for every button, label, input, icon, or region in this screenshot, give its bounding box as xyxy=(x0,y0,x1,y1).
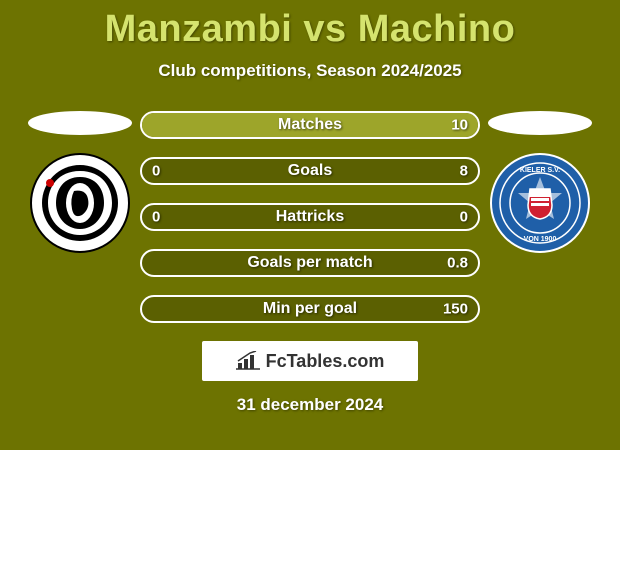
svg-text:KIELER S.V.: KIELER S.V. xyxy=(520,167,560,174)
stat-value-right: 150 xyxy=(443,301,468,318)
stat-label: Matches xyxy=(278,116,342,134)
stat-value-left: 0 xyxy=(152,209,160,226)
stat-value-right: 8 xyxy=(460,163,468,180)
bar-chart-icon xyxy=(236,351,260,371)
freiburg-crest-icon xyxy=(30,153,130,253)
stat-label: Hattricks xyxy=(276,208,344,226)
stat-value-left: 0 xyxy=(152,163,160,180)
right-player-name-pill xyxy=(488,111,592,135)
left-player-column xyxy=(20,111,140,253)
stat-row: 0 Goals 8 xyxy=(140,157,480,185)
fctables-logo-text: FcTables.com xyxy=(266,351,385,372)
svg-text:VON 1900: VON 1900 xyxy=(524,236,557,243)
left-team-crest xyxy=(30,153,130,253)
left-player-name-pill xyxy=(28,111,132,135)
comparison-content: Matches 10 0 Goals 8 0 Hattricks 0 Goals per mat… xyxy=(0,111,620,323)
right-team-crest: KIELER S.V. VON 1900 xyxy=(490,153,590,253)
holstein-kiel-crest-icon: KIELER S.V. VON 1900 xyxy=(490,153,590,253)
stat-row: Matches 10 xyxy=(140,111,480,139)
stat-label: Min per goal xyxy=(263,300,357,318)
stat-row: Min per goal 150 xyxy=(140,295,480,323)
stat-value-right: 10 xyxy=(451,117,468,134)
right-player-column: KIELER S.V. VON 1900 xyxy=(480,111,600,253)
stat-row: Goals per match 0.8 xyxy=(140,249,480,277)
subtitle: Club competitions, Season 2024/2025 xyxy=(0,61,620,81)
date-caption: 31 december 2024 xyxy=(0,395,620,415)
stat-label: Goals xyxy=(288,162,332,180)
stats-column: Matches 10 0 Goals 8 0 Hattricks 0 Goals per mat… xyxy=(140,111,480,323)
page-title: Manzambi vs Machino xyxy=(0,0,620,51)
fctables-logo[interactable]: FcTables.com xyxy=(202,341,418,381)
stat-value-right: 0.8 xyxy=(447,255,468,272)
stat-row: 0 Hattricks 0 xyxy=(140,203,480,231)
stat-value-right: 0 xyxy=(460,209,468,226)
stat-label: Goals per match xyxy=(247,254,372,272)
